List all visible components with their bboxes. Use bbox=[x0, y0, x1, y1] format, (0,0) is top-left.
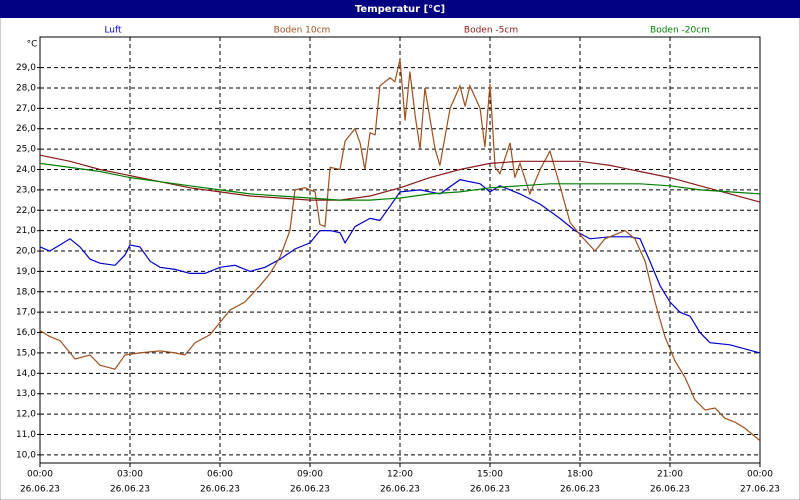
y-tick-label: 15,0 bbox=[16, 348, 36, 358]
y-tick-label: 11,0 bbox=[16, 430, 36, 440]
y-tick-label: 19,0 bbox=[16, 267, 36, 277]
legend-entry: Boden -20cm bbox=[650, 26, 710, 36]
y-tick-label: 16,0 bbox=[16, 328, 36, 338]
y-tick-label: 12,0 bbox=[16, 410, 36, 420]
y-tick-label: 26,0 bbox=[16, 124, 36, 134]
x-tick-label: 06:00 bbox=[207, 470, 233, 480]
legend-entry: Luft bbox=[104, 26, 122, 36]
x-tick-date: 26.06.23 bbox=[560, 485, 600, 495]
y-tick-label: 24,0 bbox=[16, 165, 36, 175]
title-bar bbox=[0, 0, 800, 18]
x-tick-label: 00:00 bbox=[27, 470, 53, 480]
y-tick-label: 29,0 bbox=[16, 63, 36, 73]
x-tick-date: 26.06.23 bbox=[200, 485, 240, 495]
x-tick-label: 21:00 bbox=[657, 470, 683, 480]
x-tick-date: 26.06.23 bbox=[650, 485, 690, 495]
y-tick-label: 14,0 bbox=[16, 369, 36, 379]
y-tick-label: 13,0 bbox=[16, 389, 36, 399]
legend-entry: Boden -5cm bbox=[464, 26, 518, 36]
x-tick-date: 26.06.23 bbox=[380, 485, 420, 495]
line bbox=[39, 162, 761, 201]
plot-frame bbox=[39, 36, 761, 464]
y-tick-label: 25,0 bbox=[16, 145, 36, 155]
y-unit: °C bbox=[27, 40, 38, 50]
legend-entry: Boden 10cm bbox=[274, 26, 331, 36]
x-tick-date: 26.06.23 bbox=[290, 485, 330, 495]
x-tick-date: 27.06.23 bbox=[740, 485, 780, 495]
x-tick-label: 09:00 bbox=[297, 470, 323, 480]
y-tick-label: 27,0 bbox=[16, 104, 36, 114]
x-tick-date: 26.06.23 bbox=[110, 485, 150, 495]
x-tick-label: 03:00 bbox=[117, 470, 143, 480]
chart-title: Temperatur [°C] bbox=[355, 4, 445, 15]
x-tick-label: 00:00 bbox=[747, 470, 773, 480]
x-tick-label: 18:00 bbox=[567, 470, 593, 480]
y-tick-label: 17,0 bbox=[16, 308, 36, 318]
x-tick-label: 12:00 bbox=[387, 470, 413, 480]
y-tick-label: 20,0 bbox=[16, 247, 36, 257]
x-tick-date: 26.06.23 bbox=[470, 485, 510, 495]
y-tick-label: 21,0 bbox=[16, 226, 36, 236]
y-tick-label: 10,0 bbox=[16, 450, 36, 460]
y-tick-label: 28,0 bbox=[16, 83, 36, 93]
y-tick-label: 22,0 bbox=[16, 206, 36, 216]
line bbox=[39, 59, 761, 442]
x-tick-label: 15:00 bbox=[477, 470, 503, 480]
line bbox=[39, 179, 761, 354]
y-tick-label: 18,0 bbox=[16, 287, 36, 297]
x-tick-date: 26.06.23 bbox=[20, 485, 60, 495]
y-tick-label: 23,0 bbox=[16, 185, 36, 195]
